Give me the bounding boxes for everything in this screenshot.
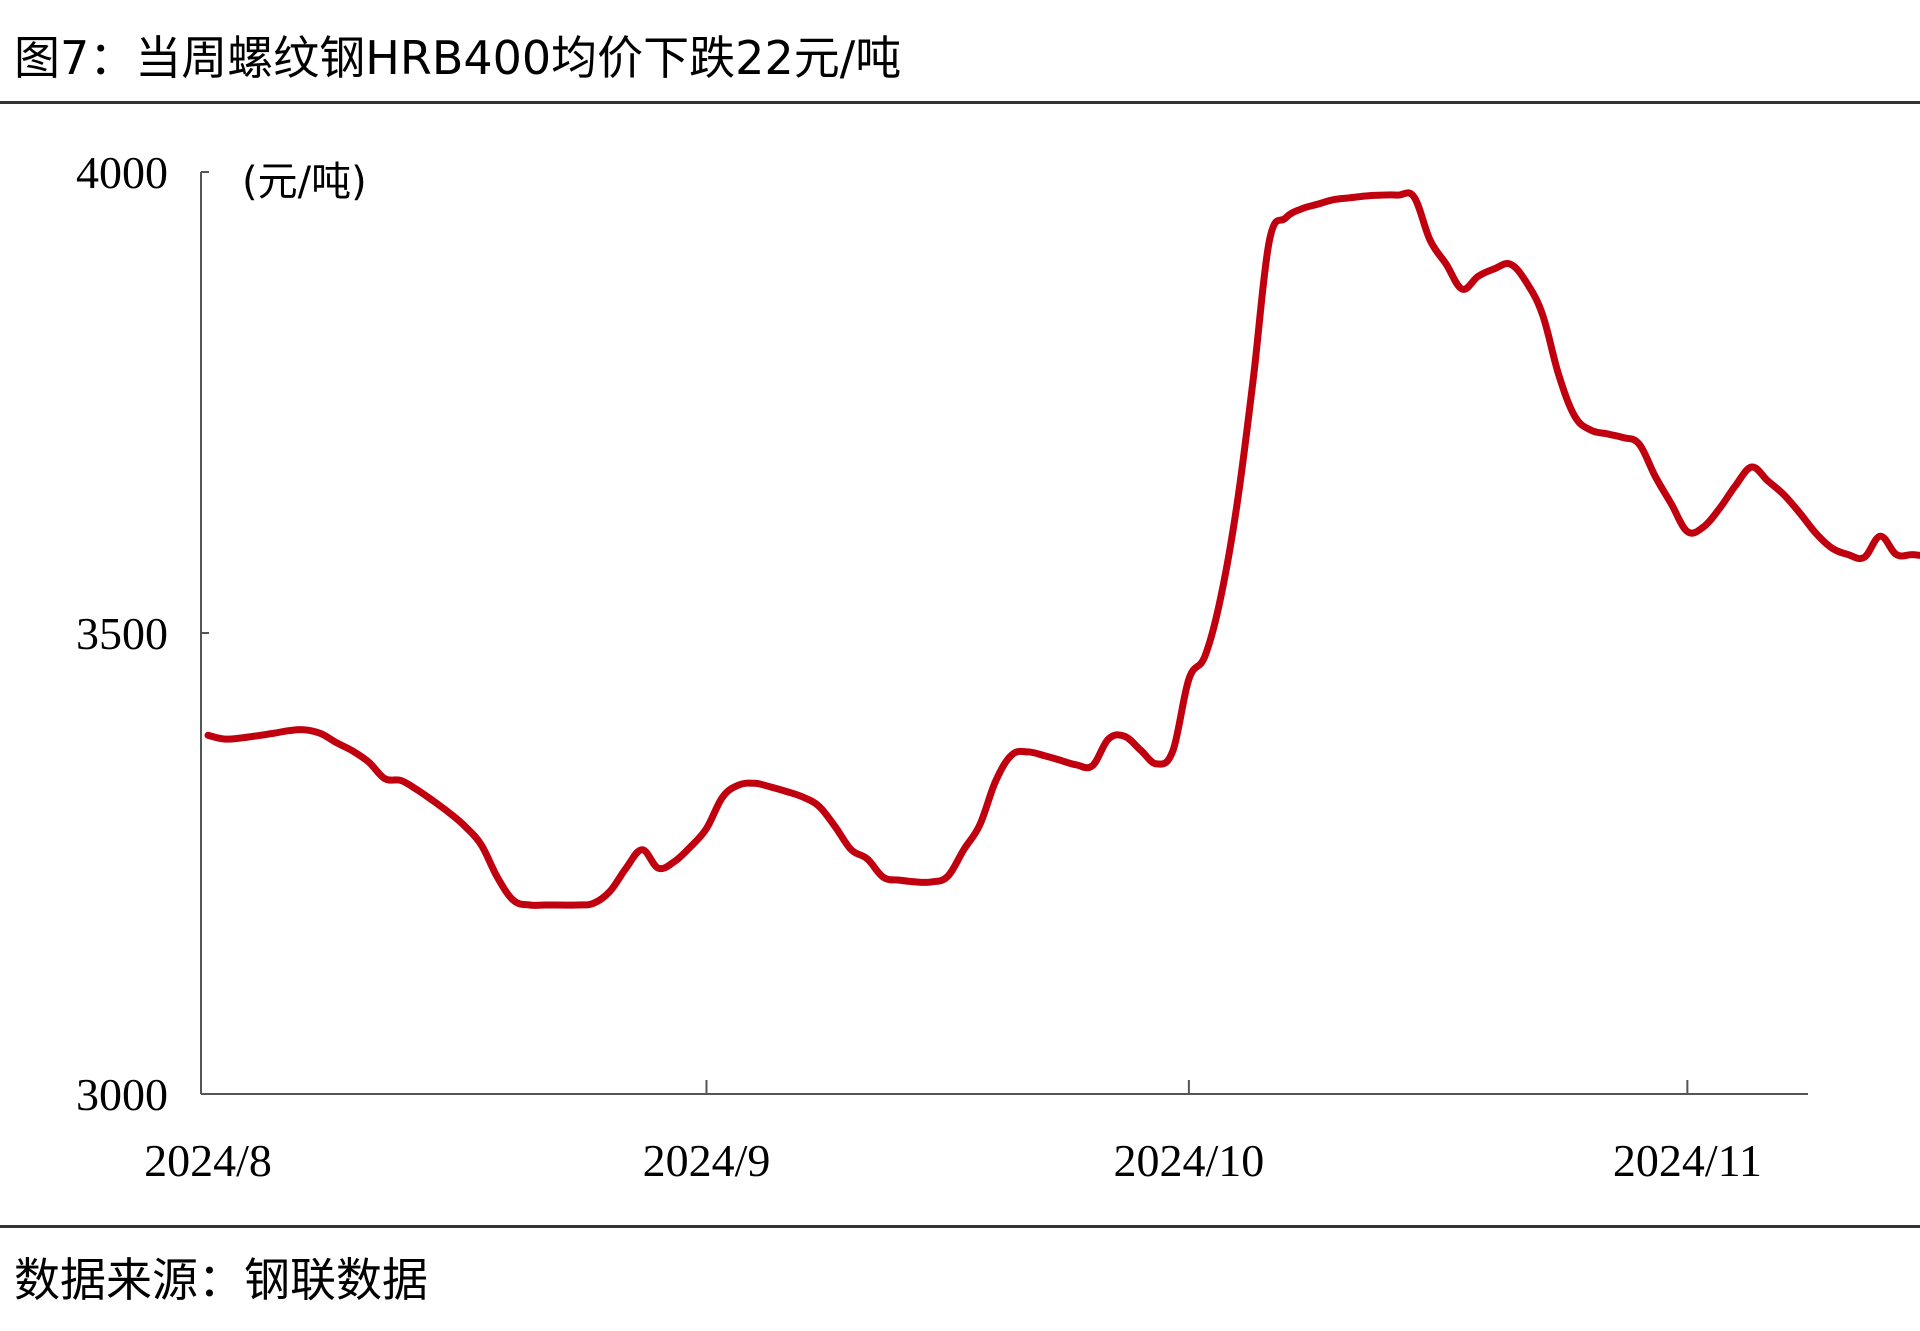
top-rule [0, 101, 1920, 104]
chart-title: 图7：当周螺纹钢HRB400均价下跌22元/吨 [14, 31, 902, 85]
x-tick-label: 2024/11 [1613, 1135, 1762, 1186]
x-tick-label: 2024/9 [643, 1135, 771, 1186]
x-tick-label: 2024/10 [1113, 1135, 1264, 1186]
x-tick-label: 2024/8 [144, 1135, 272, 1186]
y-tick-label: 3000 [76, 1069, 168, 1120]
price-line [204, 189, 1920, 909]
y-tick-label: 3500 [76, 608, 168, 659]
y-tick-label: 4000 [76, 147, 168, 198]
y-unit-label: (元/吨) [242, 159, 367, 205]
data-source: 数据来源：钢联数据 [14, 1253, 428, 1307]
bottom-rule [0, 1225, 1920, 1228]
